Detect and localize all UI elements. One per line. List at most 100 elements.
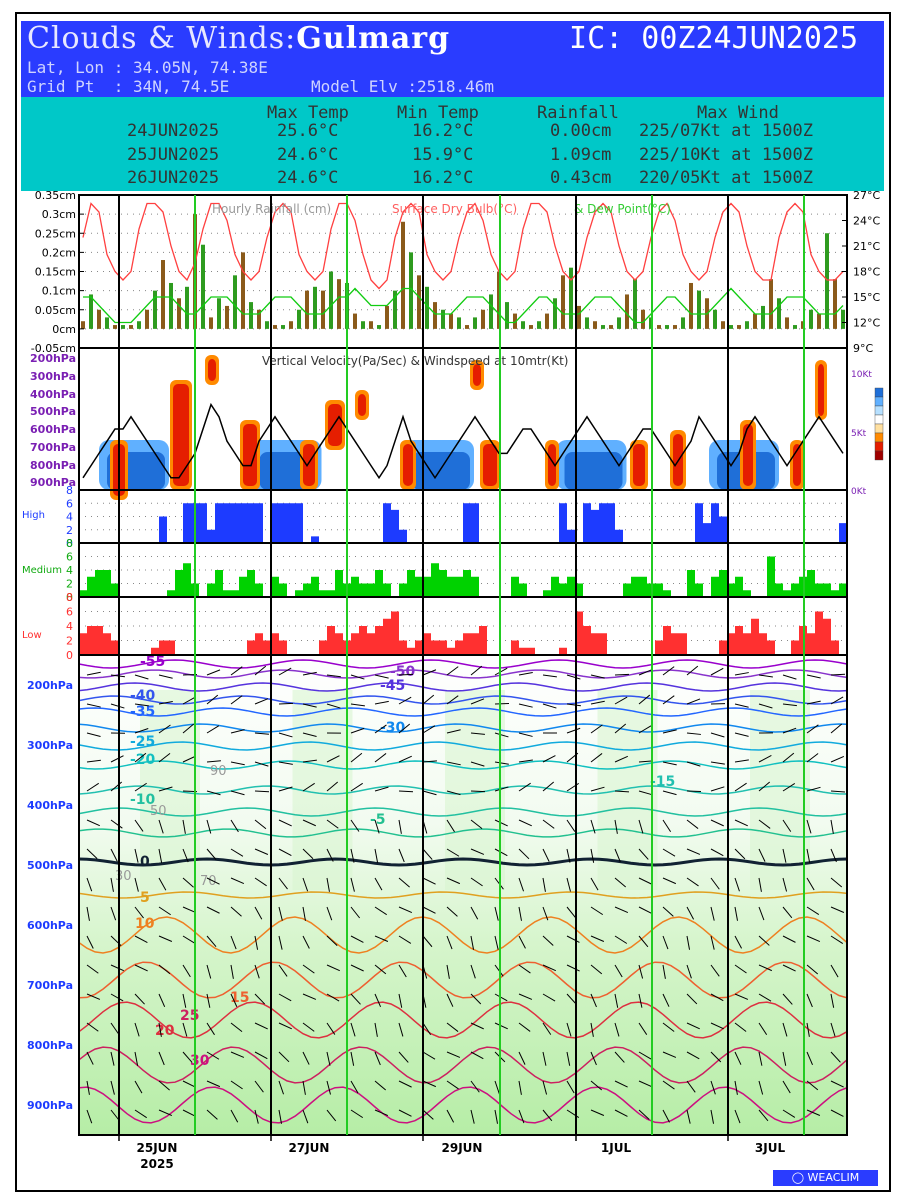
- cloud-bar: [159, 516, 167, 543]
- wind-barb: [446, 729, 461, 734]
- wind-barb: [518, 819, 532, 827]
- cloud-bar: [679, 633, 687, 655]
- rain-bar: [137, 321, 141, 329]
- wind-barb: [494, 1022, 508, 1030]
- wind-barb: [566, 906, 577, 919]
- wind-barb: [470, 964, 476, 979]
- wind-barb: [446, 848, 460, 857]
- rain-bar: [481, 309, 485, 329]
- cloud-bar: [511, 640, 519, 655]
- wind-barb: [518, 1051, 526, 1065]
- cloud-bar: [711, 503, 719, 543]
- colorbar-segment: [874, 450, 884, 461]
- rain-bar: [473, 317, 477, 329]
- wind-barb: [638, 669, 653, 676]
- wind-barb: [782, 877, 788, 892]
- wind-barb: [206, 790, 221, 796]
- wind-barb: [278, 819, 292, 827]
- rain-bar: [161, 260, 165, 329]
- wind-barb: [158, 1051, 165, 1066]
- wind-barb: [470, 732, 485, 735]
- cloud-bar: [95, 570, 103, 597]
- wind-barb: [182, 1051, 193, 1063]
- wind-barb: [494, 1109, 499, 1124]
- x-tick-label: 29JUN: [442, 1141, 483, 1155]
- wind-barb: [326, 993, 340, 1002]
- cloud-bar: [575, 611, 583, 655]
- y-tick-label: 2: [66, 524, 73, 537]
- wind-barb: [446, 993, 454, 1007]
- wind-barb: [830, 1022, 836, 1037]
- wind-barb: [566, 848, 571, 863]
- wind-barb: [590, 700, 605, 705]
- wind-barb: [302, 935, 310, 949]
- temperature-contour: [78, 1001, 848, 1039]
- wind-barb: [566, 935, 580, 943]
- rain-bar: [721, 321, 725, 329]
- temperature-contour-label: 10: [135, 916, 155, 932]
- uplift-blob: [818, 364, 824, 416]
- wind-barb: [230, 790, 245, 796]
- cloud-bar: [591, 633, 599, 655]
- cloud-bar: [239, 503, 247, 543]
- wind-barb: [374, 1109, 389, 1116]
- wind-barb: [374, 1080, 387, 1091]
- wind-barb: [206, 1051, 220, 1060]
- wind-barb: [398, 935, 412, 944]
- rain-bar: [409, 252, 413, 329]
- temperature-contour-label: -20: [130, 752, 156, 768]
- colorbar-segment: [874, 432, 884, 443]
- summary-min: 15.9°C: [412, 145, 474, 165]
- station-name: Gulmarg: [296, 21, 451, 56]
- y-tick-label: 0: [66, 649, 73, 662]
- cloud-bar: [671, 633, 679, 655]
- uplift-blob: [483, 444, 497, 486]
- wind-barb: [302, 782, 315, 792]
- cloud-bar: [439, 640, 447, 655]
- uplift-blob: [328, 404, 342, 446]
- subsidence-blob: [412, 452, 470, 490]
- wind-barb: [182, 993, 187, 1008]
- wind-barb: [158, 935, 173, 942]
- cloud-bar: [735, 626, 743, 655]
- wind-barb: [134, 1080, 143, 1094]
- wind-barb: [110, 755, 124, 763]
- wind-barb: [86, 906, 90, 921]
- wind-barb: [230, 964, 234, 979]
- wind-barb: [206, 964, 212, 979]
- wind-barb: [158, 724, 171, 734]
- panel-frames: [78, 194, 848, 1141]
- rain-bar: [529, 325, 533, 329]
- rain-bar: [305, 290, 309, 329]
- wind-barb: [470, 993, 482, 1005]
- wind-barb: [134, 782, 147, 792]
- wind-barb: [566, 1051, 571, 1066]
- wind-barb: [518, 993, 533, 1000]
- wind-barb: [662, 729, 677, 734]
- wind-barb: [374, 935, 389, 942]
- daily-summary-table: Max Temp Min Temp Rainfall Max Wind 24JU…: [21, 97, 884, 191]
- wind-barb: [734, 906, 739, 921]
- cloud-bar: [815, 611, 823, 655]
- humidity-contour-label: 70: [200, 874, 217, 889]
- cloud-bar: [695, 583, 703, 597]
- y-right-tick-label: 24°C: [853, 215, 880, 228]
- wind-barb: [446, 935, 453, 950]
- cloud-bar: [159, 640, 167, 655]
- cloud-bar: [303, 583, 311, 597]
- wind-barb: [782, 1109, 796, 1118]
- rain-bar: [89, 294, 93, 329]
- wind-barb: [302, 703, 317, 708]
- cloud-bar: [471, 503, 479, 543]
- cloud-bar: [775, 583, 783, 597]
- temperature-contour: [78, 723, 848, 733]
- wind-barb: [254, 732, 269, 735]
- wind-barb: [590, 906, 604, 916]
- wind-barb: [278, 1080, 285, 1095]
- wind-barb: [686, 819, 699, 829]
- wind-barb: [830, 1080, 844, 1088]
- y-tick-label: 200hPa: [27, 679, 73, 692]
- wind-barb: [686, 1022, 700, 1030]
- summary-wind: 225/07Kt at 1500Z: [639, 121, 813, 141]
- cloud-bar: [239, 576, 247, 597]
